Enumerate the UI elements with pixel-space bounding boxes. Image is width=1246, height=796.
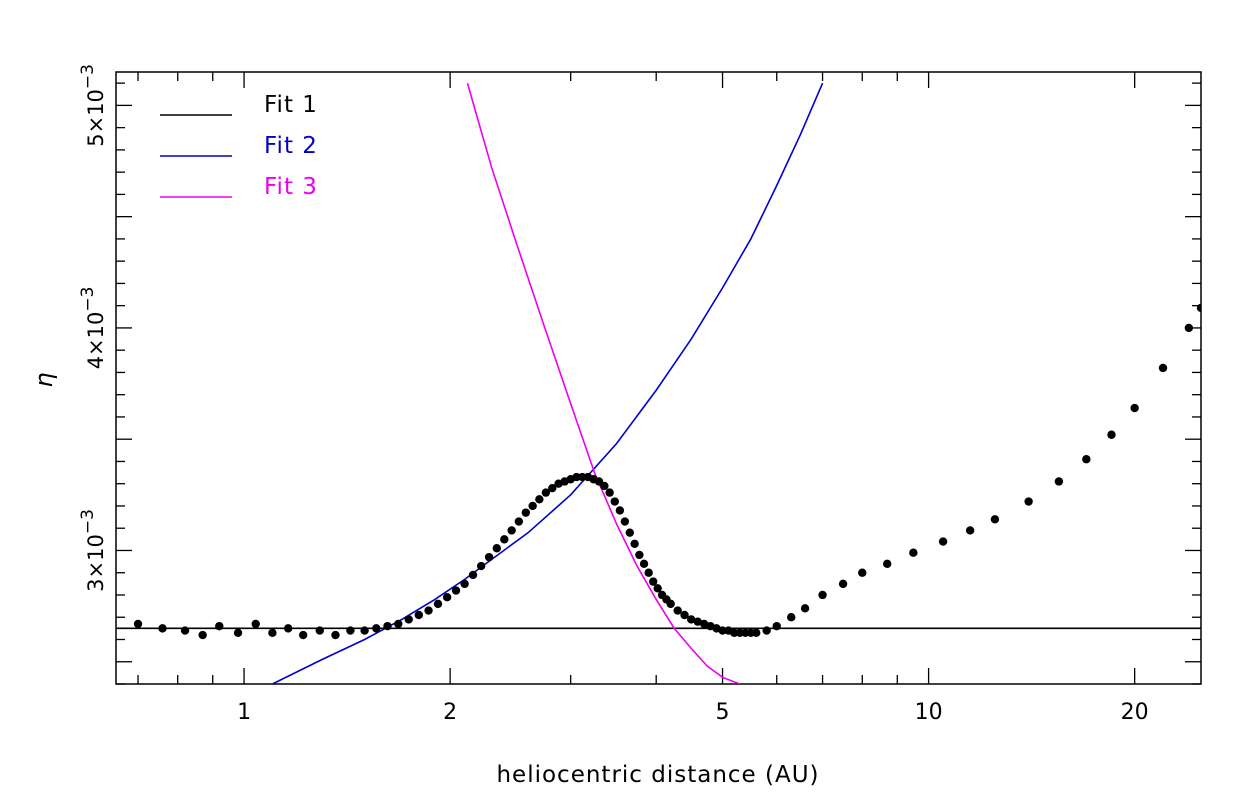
data-point xyxy=(514,517,524,526)
x-tick-label: 2 xyxy=(443,700,457,725)
data-point xyxy=(938,537,948,546)
plot-frame xyxy=(115,71,1202,685)
data-point xyxy=(1196,303,1201,313)
data-point xyxy=(1130,403,1139,413)
data-point xyxy=(610,497,619,506)
data-point xyxy=(858,568,867,577)
data-point xyxy=(772,621,781,631)
series-line-fit-2 xyxy=(272,82,824,684)
legend-label: Fit 1 xyxy=(264,92,318,118)
data-point xyxy=(600,481,609,491)
data-point xyxy=(315,626,324,635)
data-point xyxy=(680,610,689,620)
data-point xyxy=(718,626,727,635)
data-point xyxy=(394,619,403,629)
data-point xyxy=(1107,430,1116,439)
data-point xyxy=(468,570,478,580)
data-point xyxy=(572,472,581,482)
data-point xyxy=(535,495,544,504)
data-point xyxy=(331,630,340,640)
data-point xyxy=(1184,323,1194,333)
data-point xyxy=(433,599,443,609)
series-line-fit-3 xyxy=(466,82,741,684)
x-tick-label: 20 xyxy=(1121,700,1149,725)
y-tick-label: 5×10−3 xyxy=(78,64,108,147)
data-point xyxy=(990,515,1000,524)
data-point xyxy=(528,501,537,511)
data-point xyxy=(268,628,277,638)
data-point xyxy=(693,617,702,626)
data-point xyxy=(762,626,771,635)
data-point xyxy=(298,630,308,640)
data-point xyxy=(198,630,207,640)
data-point xyxy=(1082,455,1091,464)
data-point xyxy=(360,626,369,635)
data-point xyxy=(673,606,682,615)
y-axis-title: η xyxy=(30,372,58,387)
data-point xyxy=(521,508,531,517)
data-point xyxy=(644,568,653,577)
data-point xyxy=(442,593,452,602)
data-point xyxy=(500,535,509,544)
x-tick-label: 5 xyxy=(716,700,730,725)
data-point xyxy=(605,488,614,497)
data-point xyxy=(492,544,502,553)
data-point xyxy=(1024,497,1033,506)
data-point xyxy=(476,561,486,571)
data-point xyxy=(653,584,662,593)
legend: Fit 1 Fit 2 Fit 3 xyxy=(160,92,318,200)
data-point xyxy=(965,526,975,535)
data-point xyxy=(620,517,630,526)
data-point xyxy=(215,621,224,631)
data-point xyxy=(787,613,796,622)
data-point xyxy=(283,624,293,633)
x-tick-labels: 1 2 5 10 20 xyxy=(237,700,1149,725)
data-point xyxy=(615,506,625,515)
data-point xyxy=(383,621,392,631)
data-point xyxy=(484,552,494,562)
y-tick-label: 3×10−3 xyxy=(78,509,108,592)
data-point xyxy=(460,579,469,589)
data-point xyxy=(635,550,644,560)
y-tick-labels: 3×10−3 4×10−3 5×10−3 xyxy=(78,64,108,592)
data-point xyxy=(882,559,892,569)
data-point xyxy=(1158,363,1168,373)
data-point xyxy=(133,619,143,629)
data-point xyxy=(909,548,918,557)
data-point xyxy=(818,590,827,600)
data-point xyxy=(158,624,167,633)
data-point xyxy=(251,619,260,629)
data-point xyxy=(838,579,848,589)
data-point xyxy=(414,610,424,620)
data-point xyxy=(233,628,243,638)
data-point xyxy=(404,615,413,624)
data-point xyxy=(424,606,433,615)
data-point xyxy=(372,624,381,633)
data-point xyxy=(666,599,675,609)
data-point xyxy=(752,628,761,638)
axis-ticks xyxy=(116,72,1201,685)
data-point xyxy=(639,559,649,569)
data-point xyxy=(630,539,639,548)
legend-label: Fit 3 xyxy=(264,174,318,200)
data-point xyxy=(687,615,696,624)
data-point xyxy=(451,586,461,595)
data-point xyxy=(1054,477,1064,486)
data-point xyxy=(625,528,634,537)
data-point xyxy=(507,526,516,535)
x-tick-label: 10 xyxy=(915,700,943,725)
data-point xyxy=(649,577,658,586)
data-point xyxy=(548,483,557,493)
x-tick-label: 1 xyxy=(237,700,251,725)
data-point xyxy=(180,626,190,635)
data-point xyxy=(541,488,551,497)
x-axis-title: heliocentric distance (AU) xyxy=(496,762,819,788)
y-tick-label: 4×10−3 xyxy=(78,287,108,370)
data-point xyxy=(800,604,810,613)
data-point xyxy=(346,626,355,635)
data-points xyxy=(133,303,1201,640)
legend-label: Fit 2 xyxy=(264,133,318,159)
